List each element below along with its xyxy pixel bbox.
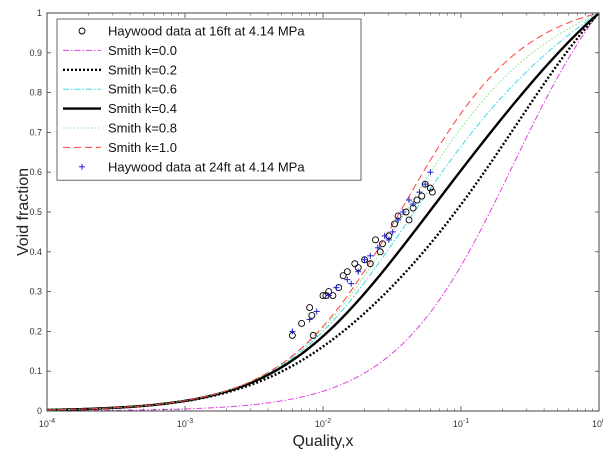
data-point-s7-16 [406, 197, 413, 204]
markers-layer [288, 169, 436, 339]
y-tick-label-4: 0.4 [29, 247, 42, 257]
y-tick-label-7: 0.7 [29, 127, 42, 137]
data-point-s7-20 [427, 169, 434, 176]
legend-label-7: Haywood data at 24ft at 4.14 MPa [108, 159, 305, 174]
data-point-s7-4 [333, 284, 340, 291]
data-point-s7-13 [389, 228, 396, 235]
legend-label-1: Smith k=0.0 [108, 43, 177, 58]
legend-label-3: Smith k=0.6 [108, 82, 177, 97]
y-tick-label-9: 0.9 [29, 48, 42, 58]
data-point-s0-28 [426, 184, 434, 192]
legend-swatch-0 [78, 27, 86, 35]
legend-label-5: Smith k=0.8 [108, 121, 177, 136]
data-point-s7-14 [395, 216, 402, 223]
data-point-s0-29 [428, 188, 436, 196]
data-point-s7-12 [385, 236, 392, 243]
series-line-1 [46, 12, 600, 412]
data-point-s7-0 [289, 328, 296, 335]
legend-label-2: Smith k=0.2 [108, 62, 177, 77]
data-point-s0-2 [306, 304, 314, 311]
data-point-s0-26 [418, 192, 426, 200]
y-axis-title: Void fraction [15, 168, 32, 256]
data-point-s0-16 [372, 236, 379, 244]
data-point-s7-8 [361, 256, 368, 263]
data-point-s7-7 [355, 268, 362, 275]
data-point-s7-11 [381, 232, 388, 239]
legend-label-4: Smith k=0.4 [108, 101, 177, 116]
x-tick-label-3: 10-1 [453, 418, 469, 429]
y-tick-label-1: 0.1 [29, 366, 42, 376]
legend-label-6: Smith k=1.0 [108, 140, 177, 155]
data-point-s0-4 [309, 331, 317, 339]
data-point-s0-3 [308, 312, 316, 319]
data-point-s0-11 [343, 268, 351, 276]
data-point-s7-9 [367, 252, 374, 259]
x-axis-title: Quality,x [292, 433, 353, 450]
series-line-6 [46, 12, 600, 411]
legend-swatch-7 [79, 163, 85, 170]
legend-box [56, 18, 362, 181]
data-point-s7-15 [400, 209, 407, 215]
y-tick-label-8: 0.8 [29, 88, 42, 98]
x-tick-label-1: 10-3 [177, 418, 193, 429]
data-point-s0-10 [339, 272, 347, 280]
data-point-s7-1 [306, 316, 313, 323]
legend-label-0: Haywood data at 16ft at 4.14 MPa [108, 24, 305, 39]
y-tick-label-2: 0.2 [29, 326, 42, 336]
data-point-s0-17 [376, 248, 384, 256]
axes-layer: 0 0.1 0.2 0.3 0.4 0.5 0.6 0.7 0.8 0.9 1 10-4 10-3 10-… [29, 8, 603, 429]
data-point-s7-10 [374, 244, 381, 251]
data-point-s7-18 [416, 189, 423, 196]
data-point-s7-19 [422, 181, 429, 188]
data-point-s0-12 [351, 260, 359, 268]
y-tick-label-3: 0.3 [29, 287, 42, 297]
data-point-s0-18 [379, 240, 386, 248]
y-tick-label-6: 0.6 [29, 167, 42, 177]
y-tick-label-5: 0.5 [29, 207, 42, 217]
data-point-s7-2 [313, 308, 320, 315]
data-point-s0-15 [366, 260, 374, 268]
legend: Haywood data at 16ft at 4.14 MPa Smith k=… [56, 18, 362, 181]
data-point-s0-25 [413, 196, 421, 204]
x-tick-label-4: 100 [592, 418, 603, 429]
data-point-s7-6 [348, 280, 355, 287]
data-point-s0-20 [391, 220, 399, 228]
data-point-s7-3 [325, 292, 332, 299]
data-point-s7-5 [344, 276, 351, 283]
x-tick-label-2: 10-2 [315, 418, 331, 429]
curves-layer [46, 12, 600, 412]
y-tick-label-0: 0 [37, 406, 42, 416]
data-point-s7-17 [410, 201, 417, 208]
y-tick-label-10: 1 [37, 8, 42, 18]
data-point-s0-23 [405, 216, 413, 224]
x-tick-label-0: 10-4 [39, 418, 55, 429]
data-point-s0-1 [298, 319, 306, 327]
